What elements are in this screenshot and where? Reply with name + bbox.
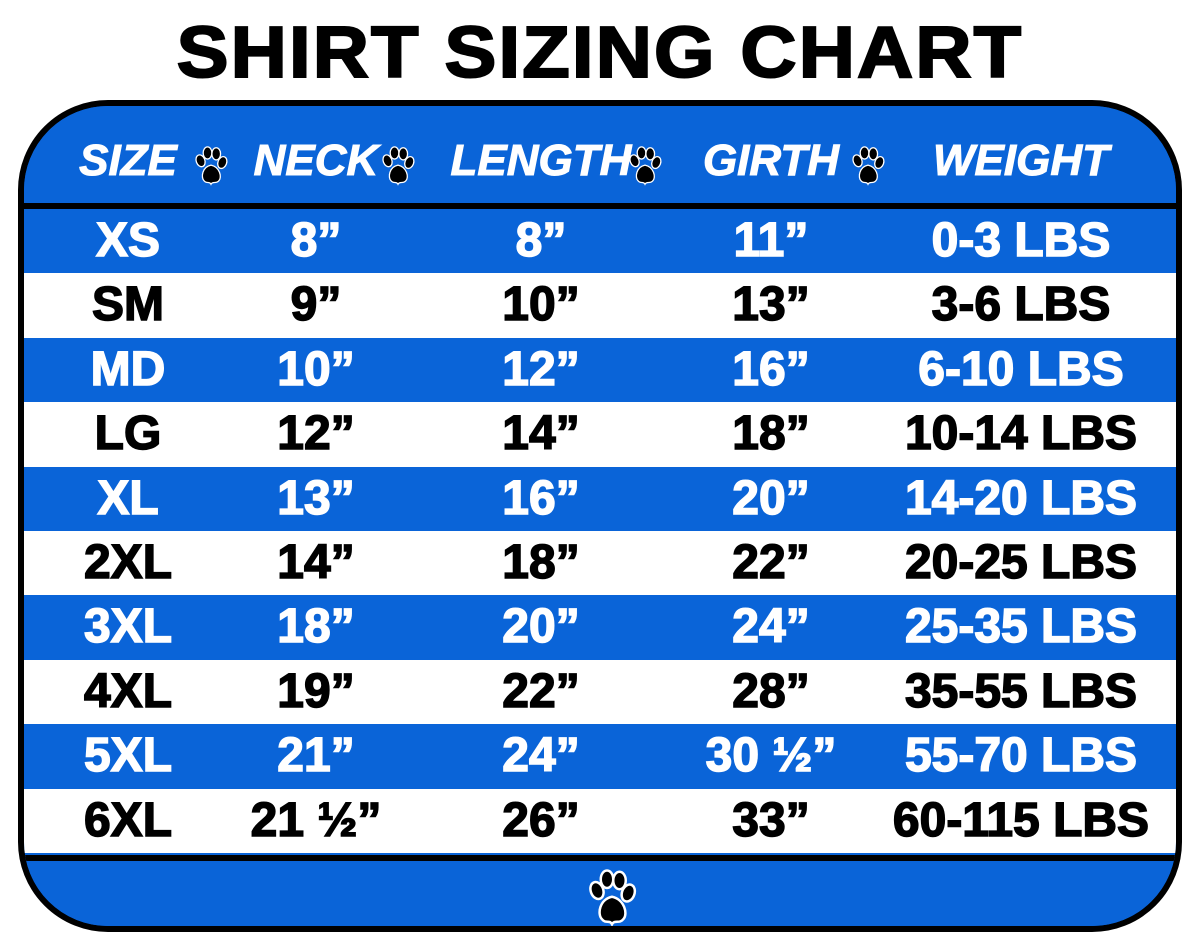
cell-size: 4XL [83,664,173,719]
cell-length: 18” [502,535,581,590]
cell-neck: 21 ½” [250,793,382,848]
column-header-length: LENGTH [450,136,632,186]
cell-length: 24” [502,728,581,783]
cell-girth: 30 ½” [705,728,837,783]
cell-girth: 28” [732,664,811,719]
table-row: XL 13” 16” 20” 14-20 LBS [24,466,1176,531]
cell-length: 16” [502,471,581,526]
cell-size: 3XL [83,600,173,655]
cell-neck: 12” [277,406,356,461]
cell-weight: 20-25 LBS [904,535,1138,590]
table-row: 4XL 19” 22” 28” 35-55 LBS [24,659,1176,725]
table-row: LG 12” 14” 18” 10-14 LBS [24,402,1176,467]
paw-print-icon [589,869,637,926]
cell-neck: 9” [290,278,342,333]
cell-neck: 21” [277,728,356,783]
cell-neck: 18” [277,600,356,655]
cell-girth: 11” [733,213,809,268]
cell-weight: 35-55 LBS [904,664,1138,719]
cell-girth: 20” [732,471,811,526]
table-body: XS 8” 8” 11” 0-3 LBS SM 9” 10” 13” 3-6 LBS MD 10” 12… [24,209,1176,853]
table-row: 3XL 18” 20” 24” 25-35 LBS [24,595,1176,660]
cell-length: 8” [515,213,567,268]
table-header: SIZE NECK LENGTH GIRTH WEIGHT [24,106,1176,209]
cell-girth: 18” [732,406,811,461]
cell-girth: 22” [732,535,811,590]
cell-weight: 14-20 LBS [904,471,1138,526]
cell-length: 20” [502,600,581,655]
column-header-girth: GIRTH [702,136,840,186]
paw-print-icon [195,146,228,186]
cell-girth: 33” [732,793,811,848]
cell-length: 14” [502,406,581,461]
cell-weight: 0-3 LBS [931,213,1111,268]
cell-weight: 3-6 LBS [931,278,1111,333]
cell-neck: 13” [277,471,356,526]
column-header-weight: WEIGHT [933,136,1110,186]
cell-length: 26” [502,793,581,848]
cell-neck: 19” [277,664,356,719]
paw-print-icon [629,146,662,186]
cell-size: SM [91,278,165,333]
cell-weight: 55-70 LBS [904,728,1138,783]
table-row: SM 9” 10” 13” 3-6 LBS [24,273,1176,338]
cell-size: XS [95,213,161,268]
cell-neck: 8” [290,213,342,268]
table-row: 6XL 21 ½” 26” 33” 60-115 LBS [24,788,1176,853]
table-row: MD 10” 12” 16” 6-10 LBS [24,337,1176,403]
cell-length: 22” [502,664,581,719]
cell-length: 12” [502,342,581,397]
table-row: 5XL 21” 24” 30 ½” 55-70 LBS [24,724,1176,789]
cell-girth: 16” [732,342,811,397]
paw-print-icon [382,146,415,186]
cell-neck: 10” [277,342,356,397]
cell-size: LG [94,406,162,461]
cell-weight: 6-10 LBS [918,342,1125,397]
cell-neck: 14” [277,535,356,590]
column-header-size: SIZE [79,136,178,186]
paw-print-icon [852,146,885,186]
cell-size: 2XL [83,535,173,590]
cell-size: XL [97,471,160,526]
cell-girth: 13” [732,278,811,333]
cell-size: MD [90,342,166,397]
cell-weight: 10-14 LBS [904,406,1138,461]
cell-weight: 25-35 LBS [904,600,1138,655]
column-header-neck: NECK [253,136,379,186]
table-footer [24,855,1176,926]
cell-girth: 24” [732,600,811,655]
sizing-table: SIZE NECK LENGTH GIRTH WEIGHT XS 8” 8” 11” 0-3 L… [18,100,1182,932]
cell-weight: 60-115 LBS [892,793,1150,848]
cell-length: 10” [502,278,581,333]
cell-size: 5XL [83,728,173,783]
cell-size: 6XL [83,793,173,848]
page-title: SHIRT SIZING CHART [176,12,1024,94]
table-row: XS 8” 8” 11” 0-3 LBS [24,209,1176,274]
table-row: 2XL 14” 18” 22” 20-25 LBS [24,530,1176,596]
